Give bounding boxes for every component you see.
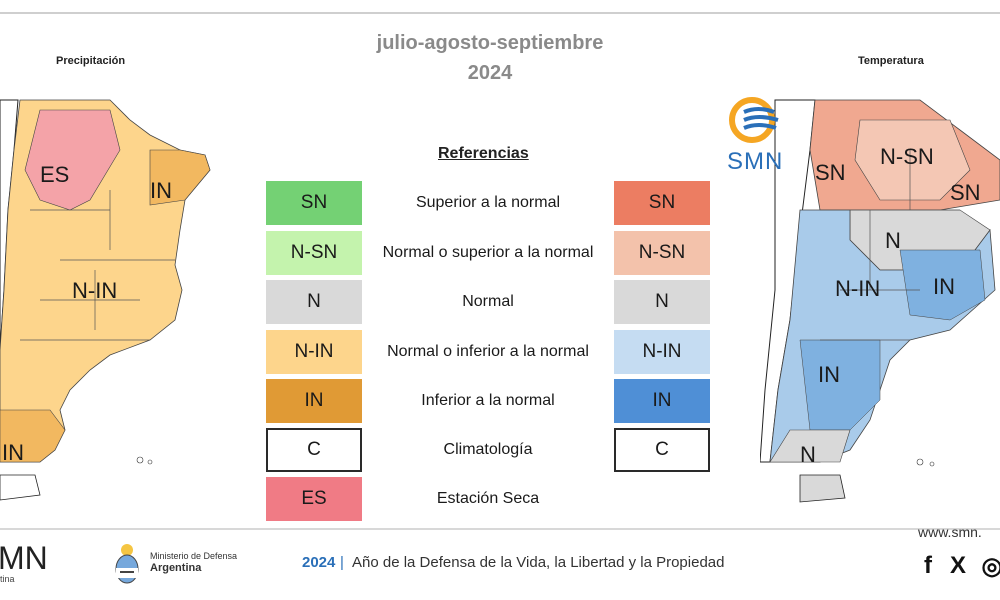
legend-desc-in: Inferior a la normal (421, 392, 555, 409)
region-n-sn (854, 119, 971, 201)
temp-swatch-sn: SN (614, 181, 710, 225)
argentina-coat-of-arms-icon (115, 544, 139, 584)
legend-desc-n-sn: Normal o superior a la normal (382, 244, 594, 261)
legend-row-n-sn: N-SN Normal o superior a la normal N-SN (0, 231, 1000, 275)
smn-logo-text: SMN (727, 148, 784, 175)
map-right-label-n-in: N-IN (835, 276, 880, 301)
legend-desc-n: Normal (462, 293, 514, 310)
x-icon[interactable]: X (949, 552, 966, 579)
instagram-icon[interactable]: ◎ (981, 552, 1000, 580)
legend-title: Referencias (438, 145, 529, 162)
map-right-label-n-center: N (885, 228, 901, 253)
map-right-label-in-south: IN (818, 362, 840, 387)
map-left-label-n-in: N-IN (72, 278, 117, 303)
map-right-label-n-south: N (800, 442, 816, 467)
precip-swatch-n: N (266, 280, 362, 324)
temp-swatch-in: IN (614, 379, 710, 423)
region-es (24, 109, 121, 211)
tierra-del-fuego (799, 474, 846, 503)
map-left-label-es: ES (40, 162, 69, 187)
map-right-label-sn-west: SN (815, 160, 846, 185)
map-right-label-in-east: IN (933, 274, 955, 299)
footer-smn-logo: MN (0, 540, 48, 576)
precip-swatch-c: C (266, 428, 362, 472)
facebook-icon[interactable]: f (924, 552, 932, 579)
page-title: julio-agosto-septiembre 2024 (0, 28, 980, 88)
year-title: 2024 (467, 62, 513, 84)
precipitation-map-title: Precipitación (56, 55, 126, 67)
legend-row-n-in: N-IN Normal o inferior a la normal N-IN (0, 330, 1000, 374)
precip-swatch-es: ES (266, 477, 362, 521)
region-in-northeast (149, 149, 211, 206)
precip-swatch-in: IN (266, 379, 362, 423)
precip-swatch-n-in: N-IN (266, 330, 362, 374)
precipitation-map: ES IN N-IN IN (0, 99, 211, 501)
legend-row-c: C Climatología C (0, 428, 1000, 472)
precip-swatch-n-sn: N-SN (266, 231, 362, 275)
legend-row-sn: SN Superior a la normal SN (0, 181, 1000, 225)
period-title: julio-agosto-septiembre (376, 32, 604, 54)
footer-smn-sub: tina (0, 574, 15, 584)
map-right-label-sn-east: SN (950, 180, 981, 205)
legend-desc-sn: Superior a la normal (415, 194, 561, 211)
legend-row-n: N Normal N (0, 280, 1000, 324)
temp-swatch-n: N (614, 280, 710, 324)
footer-divider (0, 528, 1000, 530)
footer-year: 2024 (302, 554, 336, 571)
legend-desc-n-in: Normal o inferior a la normal (387, 343, 589, 360)
temp-swatch-c: C (614, 428, 710, 472)
legend-row-es: ES Estación Seca (0, 477, 1000, 521)
precip-swatch-sn: SN (266, 181, 362, 225)
smn-sun-waves-icon (729, 97, 779, 143)
map-right-label-n-sn: N-SN (880, 144, 934, 169)
temperature-map-title: Temperatura (858, 55, 924, 67)
ministry-line1: Ministerio de Defensa (150, 551, 238, 561)
map-left-label-in-s: IN (2, 440, 24, 465)
footer-url[interactable]: www.smn. (918, 524, 982, 540)
temp-swatch-n-in: N-IN (614, 330, 710, 374)
region-n-south (769, 429, 851, 463)
top-divider (0, 12, 1000, 14)
ministry-label: Ministerio de Defensa Argentina (150, 550, 237, 574)
footer-motto: Año de la Defensa de la Vida, la Liberta… (352, 554, 725, 571)
legend-row-in: IN Inferior a la normal IN (0, 379, 1000, 423)
legend-desc-c: Climatología (443, 441, 533, 458)
region-in-south (0, 409, 66, 463)
temp-swatch-n-sn: N-SN (614, 231, 710, 275)
ministry-line2: Argentina (150, 562, 202, 574)
map-left-label-in-ne: IN (150, 178, 172, 203)
tierra-del-fuego (0, 474, 41, 501)
temperature-map: SN N-SN SN N N-IN IN IN N (760, 99, 1000, 503)
legend-desc-es: Estación Seca (436, 490, 540, 507)
region-in-dark-east (899, 249, 986, 321)
footer-separator: | (340, 554, 344, 571)
